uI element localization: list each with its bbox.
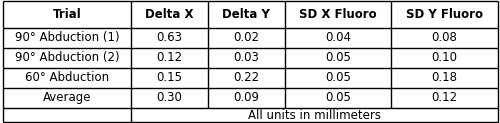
Text: 90° Abduction (2): 90° Abduction (2) [14, 51, 119, 64]
Text: 0.09: 0.09 [234, 91, 260, 104]
Text: 0.12: 0.12 [156, 51, 182, 64]
Text: 60° Abduction: 60° Abduction [25, 71, 109, 84]
Text: 0.10: 0.10 [432, 51, 458, 64]
Text: 0.08: 0.08 [432, 31, 457, 44]
Text: 0.12: 0.12 [431, 91, 458, 104]
Text: 0.18: 0.18 [432, 71, 458, 84]
Text: 90° Abduction (1): 90° Abduction (1) [14, 31, 119, 44]
Text: 0.04: 0.04 [325, 31, 351, 44]
Text: 0.22: 0.22 [233, 71, 260, 84]
Text: 0.05: 0.05 [325, 51, 351, 64]
Text: SD X Fluoro: SD X Fluoro [299, 8, 376, 21]
Text: 0.05: 0.05 [325, 91, 351, 104]
Text: SD Y Fluoro: SD Y Fluoro [406, 8, 483, 21]
Text: All units in millimeters: All units in millimeters [248, 109, 381, 122]
Text: 0.03: 0.03 [234, 51, 259, 64]
Text: 0.63: 0.63 [156, 31, 182, 44]
Text: Average: Average [42, 91, 91, 104]
Text: Trial: Trial [52, 8, 81, 21]
Text: 0.30: 0.30 [156, 91, 182, 104]
Text: Delta Y: Delta Y [222, 8, 270, 21]
Text: 0.02: 0.02 [234, 31, 260, 44]
Text: 0.15: 0.15 [156, 71, 182, 84]
Text: 0.05: 0.05 [325, 71, 351, 84]
Text: Delta X: Delta X [146, 8, 194, 21]
